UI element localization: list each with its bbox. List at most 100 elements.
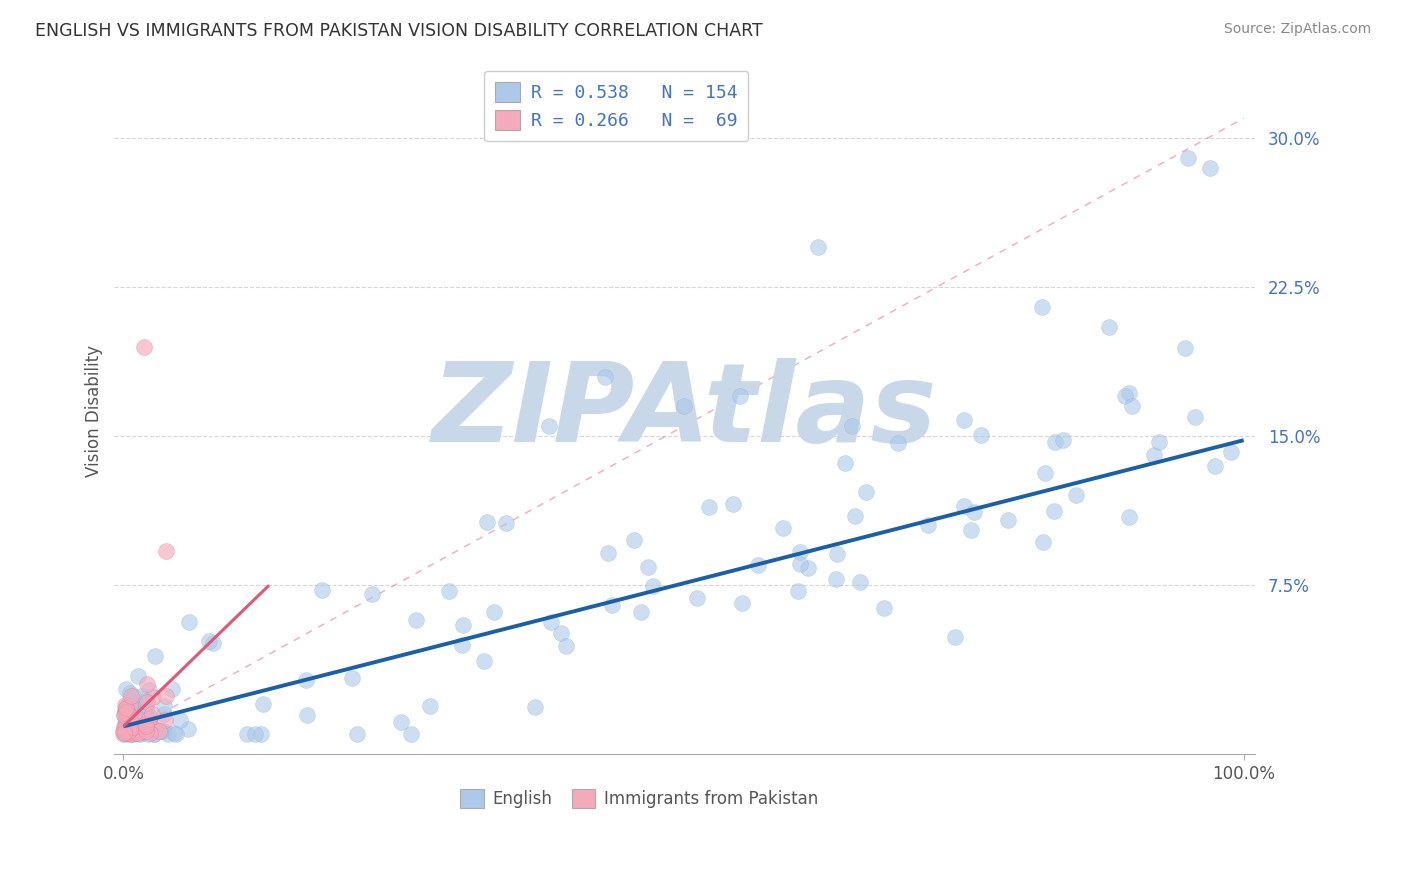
Point: [135, 723, 157, 738]
Point: [139, 726, 162, 740]
Point: [122, 724, 145, 739]
Point: [128, 724, 150, 739]
Point: [131, 710, 153, 724]
Point: [127, 668, 149, 682]
Point: [117, 700, 139, 714]
Point: [115, 710, 138, 724]
Point: [1177, 151, 1199, 165]
Point: [834, 456, 856, 470]
Point: [127, 725, 149, 739]
Point: [118, 727, 141, 741]
Point: [120, 724, 142, 739]
Point: [1118, 509, 1140, 524]
Point: [643, 579, 665, 593]
Point: [789, 545, 811, 559]
Point: [772, 521, 794, 535]
Point: [115, 700, 138, 714]
Point: [115, 724, 138, 739]
Point: [135, 704, 157, 718]
Point: [115, 706, 138, 721]
Point: [243, 727, 266, 741]
Point: [117, 714, 139, 729]
Point: [143, 649, 166, 664]
Point: [844, 508, 866, 523]
Point: [630, 605, 652, 619]
Point: [117, 725, 139, 739]
Point: [138, 682, 160, 697]
Point: [127, 726, 149, 740]
Point: [1199, 161, 1222, 175]
Point: [122, 717, 145, 731]
Point: [118, 714, 141, 729]
Point: [1121, 400, 1143, 414]
Point: [131, 715, 153, 730]
Point: [118, 713, 141, 727]
Point: [125, 726, 148, 740]
Point: [686, 591, 709, 606]
Point: [118, 686, 141, 700]
Point: [235, 727, 257, 741]
Point: [124, 714, 146, 728]
Point: [120, 689, 142, 703]
Point: [134, 720, 156, 734]
Point: [114, 724, 136, 739]
Point: [120, 697, 142, 711]
Point: [118, 718, 141, 732]
Point: [1204, 458, 1226, 473]
Point: [134, 717, 156, 731]
Point: [160, 682, 183, 697]
Point: [122, 689, 145, 703]
Point: [401, 727, 423, 741]
Point: [148, 724, 170, 739]
Point: [122, 727, 145, 741]
Point: [114, 682, 136, 697]
Text: ENGLISH VS IMMIGRANTS FROM PAKISTAN VISION DISABILITY CORRELATION CHART: ENGLISH VS IMMIGRANTS FROM PAKISTAN VISI…: [35, 22, 763, 40]
Point: [127, 722, 149, 736]
Point: [157, 727, 180, 741]
Point: [155, 689, 177, 703]
Point: [361, 587, 384, 601]
Point: [124, 702, 146, 716]
Point: [117, 722, 139, 736]
Point: [118, 723, 141, 738]
Point: [134, 694, 156, 708]
Point: [118, 713, 141, 727]
Point: [952, 499, 974, 513]
Point: [118, 723, 141, 738]
Point: [135, 719, 157, 733]
Point: [112, 719, 135, 733]
Point: [197, 634, 219, 648]
Point: [149, 724, 172, 739]
Point: [118, 717, 141, 731]
Point: [120, 727, 142, 741]
Point: [475, 516, 498, 530]
Point: [202, 636, 225, 650]
Point: [1043, 434, 1066, 449]
Point: [138, 712, 160, 726]
Point: [797, 561, 820, 575]
Point: [1174, 341, 1197, 355]
Point: [114, 698, 136, 712]
Point: [131, 726, 153, 740]
Point: [887, 436, 910, 450]
Point: [122, 720, 145, 734]
Point: [122, 705, 145, 719]
Point: [115, 723, 138, 738]
Point: [623, 533, 645, 547]
Point: [120, 699, 142, 714]
Point: [122, 723, 145, 737]
Point: [637, 559, 659, 574]
Point: [1043, 504, 1066, 518]
Point: [121, 725, 143, 739]
Y-axis label: Vision Disability: Vision Disability: [86, 345, 103, 477]
Point: [128, 717, 150, 731]
Point: [112, 722, 135, 736]
Point: [855, 485, 877, 500]
Point: [342, 671, 364, 685]
Point: [118, 726, 141, 740]
Point: [1147, 434, 1170, 449]
Point: [143, 722, 166, 736]
Point: [419, 698, 441, 713]
Point: [136, 694, 159, 708]
Point: [115, 725, 138, 739]
